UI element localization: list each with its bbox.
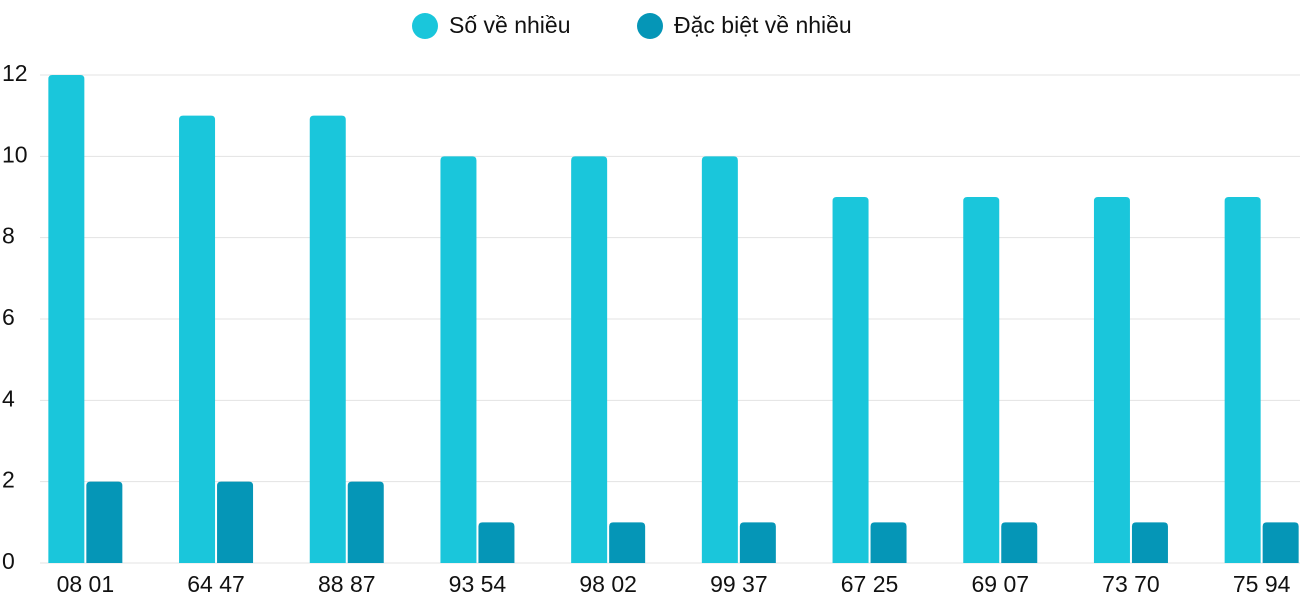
bar [1001, 522, 1038, 563]
bar [832, 197, 869, 563]
x-tick-label: 67 25 [841, 571, 899, 597]
x-tick-label: 08 01 [57, 571, 115, 597]
bar [870, 522, 907, 563]
x-tick-label: 73 70 [1102, 571, 1160, 597]
bar [1262, 522, 1299, 563]
bar [571, 156, 608, 564]
bar [1093, 197, 1130, 563]
bar [609, 522, 646, 563]
legend-marker [637, 13, 663, 39]
x-tick-label: 98 02 [579, 571, 637, 597]
x-tick-label: 99 37 [710, 571, 768, 597]
bar [309, 115, 346, 564]
bar [963, 197, 1000, 563]
legend-label: Số về nhiều [449, 12, 570, 38]
x-tick-label: 93 54 [449, 571, 507, 597]
bar [701, 156, 738, 564]
x-tick-label: 75 94 [1233, 571, 1291, 597]
legend-marker [412, 13, 438, 39]
bar [179, 115, 216, 564]
bar [1131, 522, 1168, 563]
y-tick-label: 8 [2, 223, 15, 249]
legend-label: Đặc biệt về nhiều [674, 12, 852, 38]
y-tick-label: 2 [2, 467, 15, 493]
bar [1224, 197, 1261, 563]
bar [86, 481, 123, 563]
y-tick-label: 12 [2, 60, 28, 86]
bar [478, 522, 515, 563]
y-tick-label: 0 [2, 548, 15, 574]
bar [739, 522, 776, 563]
bar [440, 156, 477, 564]
x-tick-label: 64 47 [187, 571, 245, 597]
bar [347, 481, 384, 563]
x-tick-label: 88 87 [318, 571, 376, 597]
bar [217, 481, 254, 563]
y-tick-label: 4 [2, 385, 15, 411]
x-tick-label: 69 07 [971, 571, 1029, 597]
y-tick-label: 6 [2, 304, 15, 330]
bar [48, 75, 85, 563]
y-tick-label: 10 [2, 141, 28, 167]
